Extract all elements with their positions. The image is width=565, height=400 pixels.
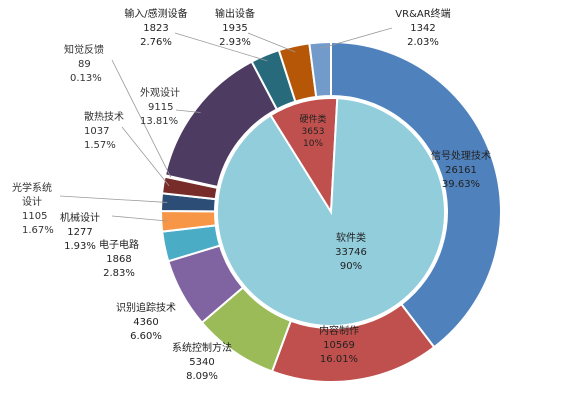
outer-label-signal-processing: 信号处理技术 26161 39.63% [431, 151, 491, 190]
leader-line-7 [121, 126, 170, 187]
leader-line-6 [59, 195, 168, 203]
outer-label-vr-ar-terminal: VR&AR终端 1342 2.03% [395, 9, 451, 48]
outer-label-optical-system: 光学系统 设计 1105 1.67% [12, 183, 54, 236]
inner-slice-1 [216, 97, 446, 327]
outer-label-mechanical-design: 机械设计 1277 1.93% [60, 213, 100, 252]
leader-line-11 [247, 32, 296, 53]
outer-label-output-device: 输出设备 1935 2.93% [215, 9, 255, 48]
outer-slice-12 [308, 40, 332, 99]
leader-line-9 [175, 109, 201, 113]
outer-label-content-creation: 内容制作 10569 16.01% [319, 326, 359, 365]
outer-label-haptic-feedback: 知觉反馈 89 0.13% [64, 45, 104, 84]
outer-label-appearance: 外观设计 9115 13.81% [140, 88, 180, 127]
leader-line-10 [174, 32, 268, 62]
leader-line-12 [320, 27, 393, 49]
outer-slice-0 [330, 40, 502, 349]
leader-line-5 [111, 215, 168, 222]
outer-label-electronic-circuit: 电子电路 1868 2.83% [99, 240, 139, 279]
outer-label-input-sensing: 输入/感测设备 1823 2.76% [124, 9, 188, 48]
outer-label-cooling: 散热技术 1037 1.57% [84, 112, 124, 151]
outer-label-recognition-tracking: 识别追踪技术 4360 6.60% [116, 303, 176, 342]
inner-label-hardware: 硬件类 3653 10% [299, 115, 327, 149]
inner-label-software: 软件类 33746 90% [335, 233, 367, 272]
outer-label-system-control: 系统控制方法 5340 8.09% [172, 343, 232, 382]
leader-line-8 [111, 59, 172, 178]
